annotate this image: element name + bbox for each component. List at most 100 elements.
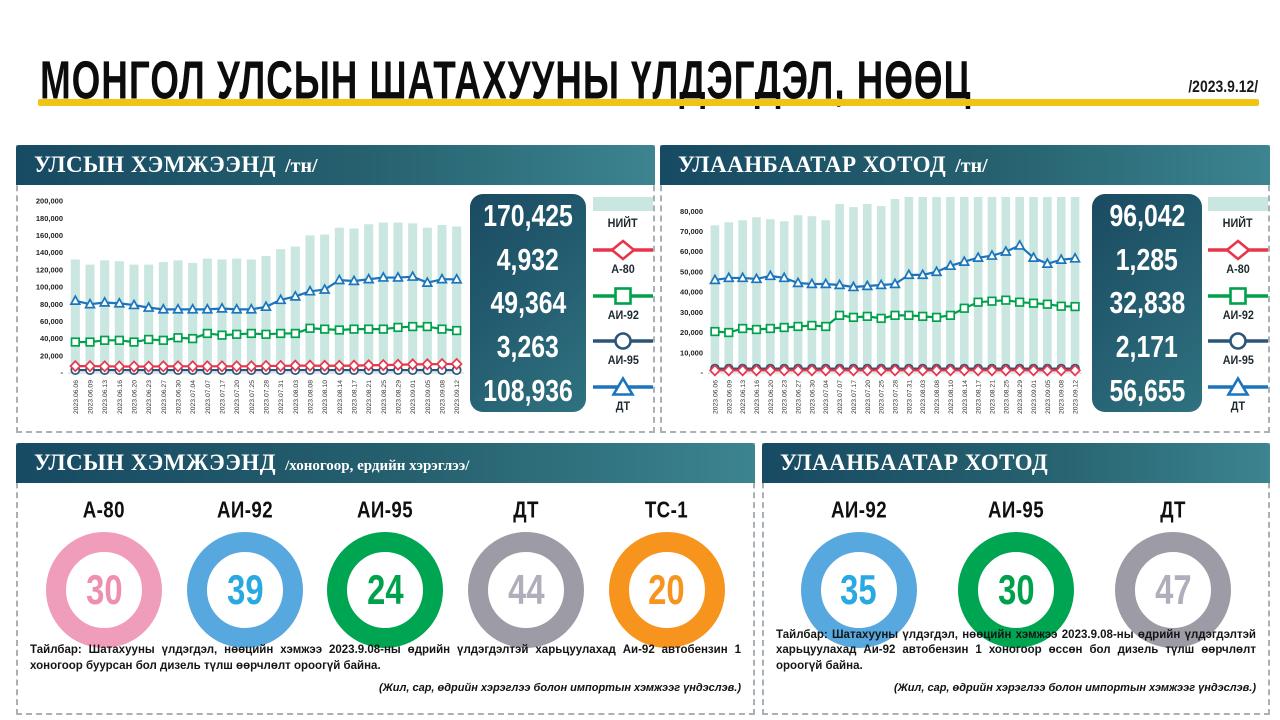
gauge-value-ai95: 30 [997,566,1035,613]
gauge-ring-dt: 44 [468,532,585,648]
ub-ai95-value: 2,171 [1115,329,1179,365]
national-tonnage-panel: УЛСЫН ХЭМЖЭЭНД /тн/ 20,000 40,000 60,000 80… [16,145,655,433]
ub-days-title: УЛААНБААТАР ХОТОД [780,450,1049,475]
ai95-marker-icon [1208,332,1268,351]
ub-latest-values-box: 96,042 1,285 32,838 2,171 56,655 [1092,194,1202,412]
ub-chart: 10,000 20,000 30,000 40,000 50,000 60,000 70,0… [680,197,1082,414]
svg-text:2023.08.14: 2023.08.14 [337,380,344,414]
gauge-ai95: АИ-95 24 [327,496,444,648]
gauge-value-a80: 30 [86,566,123,613]
gauge-ring-a80: 30 [46,532,163,648]
svg-text:60,000: 60,000 [40,317,63,326]
svg-text:100,000: 100,000 [36,283,63,292]
legend-item-niit: НИЙТ [593,193,653,230]
ub-panel-title: УЛААНБААТАР ХОТОД [678,152,947,177]
svg-text:80,000: 80,000 [680,207,703,216]
national-panel-title: УЛСЫН ХЭМЖЭЭНД [34,152,277,177]
gauge-ring-tc1: 20 [608,532,725,648]
national-chart-legend: НИЙТ А-80 АИ-92 АИ-95 ДТ [592,193,654,413]
national-days-subtitle: /хоногоор, ердийн хэрэглээ/ [285,458,470,474]
ub-tonnage-panel: УЛААНБААТАР ХОТОД /тн/ 10,000 20,000 30,00… [660,145,1270,433]
svg-text:2023.06.13: 2023.06.13 [740,380,747,414]
ub-total-value: 96,042 [1109,198,1185,234]
svg-text:140,000: 140,000 [36,248,63,257]
national-days-title: УЛСЫН ХЭМЖЭЭНД [34,450,277,475]
gauge-ring-ai92: 39 [186,532,303,648]
svg-text:2023.09.05: 2023.09.05 [425,380,432,414]
ai92-marker-icon [1208,286,1268,305]
svg-text:2023.06.06: 2023.06.06 [73,380,80,414]
legend-item-ai95: АИ-95 [1208,330,1268,367]
svg-text:2023.07.17: 2023.07.17 [220,380,227,414]
report-date: /2023.9.12/ [1188,77,1258,96]
svg-text:120,000: 120,000 [36,265,63,274]
dt-marker-icon [1208,376,1268,396]
svg-text:60,000: 60,000 [680,247,703,256]
national-gauge-row: А-80 30 АИ-92 39 АИ-95 24 ДТ 44 ТС-1 20 [18,496,753,648]
gauge-value-tc1: 20 [648,566,685,613]
svg-text:2023.07.31: 2023.07.31 [278,380,285,414]
svg-text:2023.06.09: 2023.06.09 [88,380,95,414]
legend-item-a80: А-80 [593,239,653,276]
title-underline [38,99,1259,106]
svg-text:50,000: 50,000 [680,267,703,276]
ub-panel-header: УЛААНБААТАР ХОТОД /тн/ [660,145,1270,185]
svg-text:2023.09.08: 2023.09.08 [440,380,447,414]
gauge-value-dt: 47 [1155,566,1192,613]
gauge-ai95: АИ-95 30 [957,496,1074,648]
gauge-tc1: ТС-1 20 [608,496,725,648]
gauge-label-dt: ДТ [1160,496,1187,523]
legend-label-ai92: АИ-92 [607,307,639,322]
svg-text:2023.09.01: 2023.09.01 [1031,380,1038,414]
legend-label-niit: НИЙТ [1223,216,1253,230]
legend-label-dt: ДТ [1230,399,1246,413]
svg-text:-: - [61,368,64,377]
gauge-label-ai95: АИ-95 [987,496,1045,523]
svg-text:2023.08.21: 2023.08.21 [989,380,996,414]
svg-text:2023.07.25: 2023.07.25 [879,380,886,414]
gauge-label-ai95: АИ-95 [357,496,414,523]
gauge-label-ai92: АИ-92 [216,496,273,523]
legend-item-a80: А-80 [1208,239,1268,276]
ub-gauge-row: АИ-92 35 АИ-95 30 ДТ 47 [764,496,1268,648]
svg-text:2023.08.29: 2023.08.29 [1017,380,1024,414]
svg-text:-: - [701,368,704,377]
legend-label-a80: А-80 [1226,261,1250,276]
svg-text:70,000: 70,000 [680,227,703,236]
legend-label-dt: ДТ [615,399,631,413]
svg-text:2023.07.07: 2023.07.07 [837,380,844,414]
legend-label-niit: НИЙТ [608,216,638,230]
svg-text:2023.08.10: 2023.08.10 [948,380,955,414]
ub-days-header: УЛААНБААТАР ХОТОД [762,443,1270,483]
svg-text:20,000: 20,000 [680,328,703,337]
svg-text:2023.06.23: 2023.06.23 [146,380,153,414]
svg-text:2023.07.04: 2023.07.04 [190,380,197,414]
a80-marker-icon [1208,239,1268,261]
legend-label-a80: А-80 [611,261,635,276]
svg-text:30,000: 30,000 [680,308,703,317]
svg-text:2023.06.27: 2023.06.27 [161,380,168,414]
svg-text:2023.07.31: 2023.07.31 [906,380,913,414]
gauge-label-tc1: ТС-1 [645,496,689,523]
svg-text:2023.08.10: 2023.08.10 [322,380,329,414]
national-days-note-source: (Жил, сар, өдрийн хэрэглээ болон импорты… [378,682,741,694]
svg-text:2023.06.16: 2023.06.16 [117,380,124,414]
svg-text:2023.07.20: 2023.07.20 [865,380,872,414]
svg-text:40,000: 40,000 [680,288,703,297]
legend-label-ai95: АИ-95 [1222,353,1254,368]
gauge-value-ai95: 24 [367,566,404,613]
svg-text:2023.06.16: 2023.06.16 [754,380,761,414]
svg-text:2023.09.12: 2023.09.12 [454,380,461,414]
legend-item-dt: ДТ [593,376,653,413]
svg-text:2023.09.12: 2023.09.12 [1073,380,1080,414]
svg-text:80,000: 80,000 [40,300,63,309]
ub-panel-unit: /тн/ [955,155,988,177]
ub-days-panel: УЛААНБААТАР ХОТОД АИ-92 35 АИ-95 30 ДТ 47 Тай… [762,443,1270,715]
national-ai95-value: 3,263 [496,329,560,365]
national-panel-unit: /тн/ [285,155,318,177]
ub-days-note: Тайлбар: Шатахууны үлдэгдэл, нөөцийн хэм… [776,628,1256,672]
national-panel-header: УЛСЫН ХЭМЖЭЭНД /тн/ [16,145,655,185]
gauge-ring-ai95: 24 [327,532,444,648]
svg-text:200,000: 200,000 [36,197,63,206]
ub-chart-legend: НИЙТ А-80 АИ-92 АИ-95 ДТ [1208,193,1268,413]
